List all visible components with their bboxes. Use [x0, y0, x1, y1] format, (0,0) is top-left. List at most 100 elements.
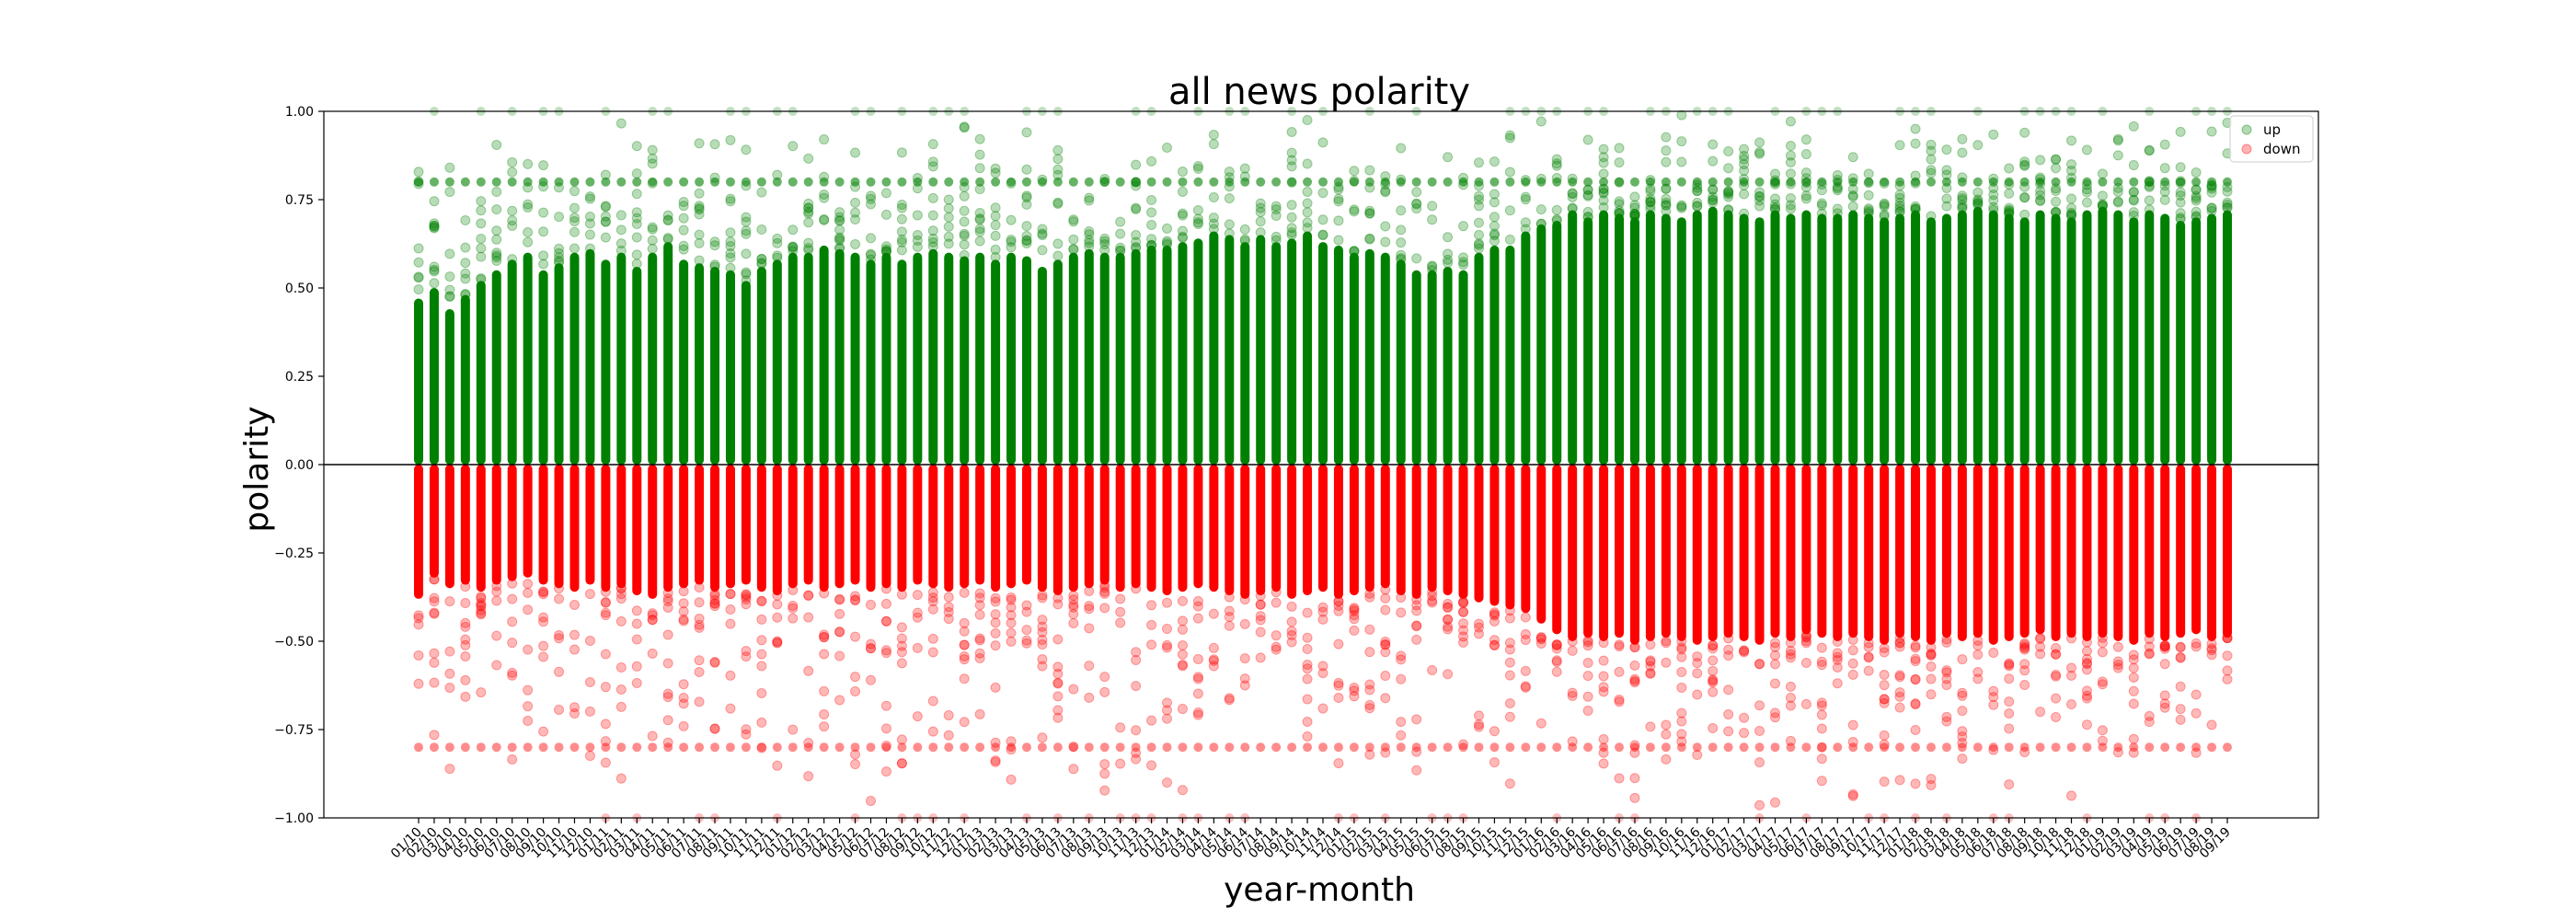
point-down	[990, 596, 1001, 607]
point-down	[1084, 604, 1095, 615]
point-down	[600, 736, 611, 747]
point-down	[756, 635, 767, 646]
point-down	[1692, 742, 1702, 753]
point-down	[1754, 726, 1765, 737]
point-up	[1224, 228, 1235, 239]
point-down	[1629, 773, 1640, 784]
point-up	[850, 238, 861, 249]
point-up	[1208, 218, 1219, 229]
point-down	[1629, 660, 1640, 671]
point-up	[491, 255, 502, 266]
point-down	[1411, 620, 1422, 631]
point-down	[647, 615, 658, 626]
point-down	[709, 590, 720, 601]
point-down	[1302, 716, 1313, 727]
point-up	[1894, 203, 1905, 214]
point-down	[896, 633, 907, 644]
dense-band-up	[554, 263, 564, 465]
point-down	[1676, 667, 1687, 678]
dense-band-down	[1568, 465, 1578, 641]
dense-band-down	[1318, 465, 1328, 592]
point-up	[1941, 177, 1951, 187]
point-down	[1443, 669, 1454, 680]
point-down	[1068, 599, 1079, 610]
point-down	[709, 598, 720, 609]
dense-band-down	[601, 465, 611, 592]
dense-band-down	[648, 465, 658, 599]
point-down	[850, 631, 861, 642]
point-down	[1052, 599, 1064, 610]
point-down	[1364, 588, 1375, 599]
point-up	[1427, 265, 1438, 276]
point-down	[1115, 742, 1125, 753]
point-down	[1614, 696, 1625, 707]
point-up	[897, 177, 907, 187]
point-down	[2175, 642, 2186, 653]
point-up	[1021, 127, 1032, 138]
point-up	[2112, 150, 2123, 161]
point-down	[1879, 776, 1890, 788]
dense-band-down	[1661, 465, 1671, 638]
point-down	[990, 682, 1001, 693]
point-down	[927, 633, 938, 644]
point-down	[788, 613, 799, 624]
point-up	[990, 163, 1001, 174]
dense-band-up	[1037, 266, 1047, 465]
dense-band-down	[1068, 465, 1078, 592]
point-up	[2051, 207, 2062, 218]
point-up	[1458, 259, 1469, 270]
point-up	[896, 235, 907, 246]
dense-band-up	[679, 259, 689, 465]
point-down	[725, 589, 736, 600]
point-down	[1645, 742, 1655, 753]
point-down	[866, 643, 876, 654]
point-up	[678, 213, 689, 224]
point-down	[1957, 654, 1968, 665]
point-up	[662, 234, 673, 245]
point-up	[1380, 221, 1391, 232]
point-down	[554, 583, 565, 594]
point-down	[1411, 634, 1422, 645]
point-up	[615, 238, 627, 249]
point-up	[928, 177, 938, 187]
point-up	[709, 240, 720, 251]
point-down	[2128, 672, 2139, 683]
point-up	[756, 187, 767, 198]
point-up	[1614, 207, 1625, 218]
point-down	[1816, 753, 1827, 765]
point-down	[507, 754, 518, 765]
point-down	[1614, 773, 1625, 784]
point-up	[1754, 190, 1765, 201]
point-down	[1816, 697, 1827, 708]
point-up	[1178, 177, 1188, 187]
point-down	[1396, 673, 1407, 684]
point-up	[1411, 187, 1422, 198]
dense-band-down	[913, 465, 923, 585]
point-down	[896, 647, 907, 658]
point-down	[1972, 673, 1984, 684]
point-down	[1427, 591, 1438, 602]
dense-band-up	[834, 248, 845, 465]
point-up	[1629, 211, 1640, 222]
point-down	[2097, 735, 2108, 746]
point-down	[2019, 641, 2030, 652]
point-up	[1692, 201, 1703, 212]
point-up	[1894, 206, 1905, 217]
point-up	[1551, 160, 1562, 171]
point-up	[725, 196, 736, 207]
point-down	[1396, 717, 1407, 728]
point-up	[1208, 130, 1219, 141]
point-down	[1115, 758, 1126, 769]
point-down	[2128, 654, 2139, 665]
point-up	[943, 231, 954, 242]
dense-band-up	[460, 294, 470, 465]
point-up	[2191, 212, 2202, 223]
dense-band-up	[2098, 206, 2108, 465]
point-up	[880, 246, 891, 257]
point-down	[943, 606, 954, 617]
point-up	[1567, 202, 1578, 213]
point-down	[1800, 636, 1811, 647]
point-up	[2097, 201, 2108, 212]
point-up	[756, 224, 767, 236]
point-up	[1847, 191, 1858, 202]
